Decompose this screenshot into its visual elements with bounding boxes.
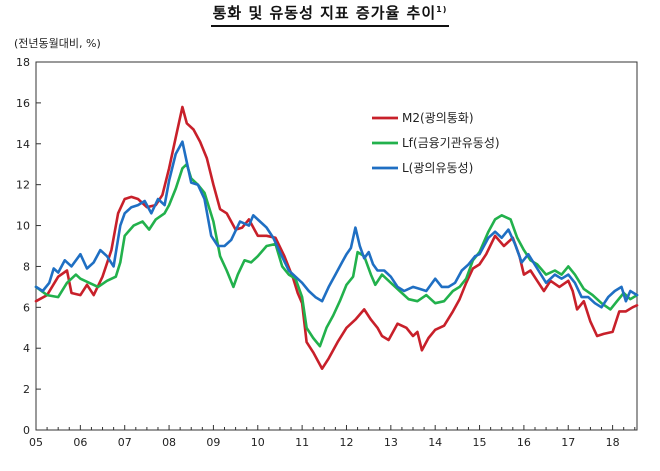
x-tick-label: 16 (517, 436, 531, 449)
y-tick-label: 16 (16, 97, 30, 110)
x-tick-label: 14 (428, 436, 442, 449)
y-tick-label: 10 (16, 220, 30, 233)
y-tick-label: 2 (23, 383, 30, 396)
chart-title-wrap: 통화 및 유동성 지표 증가율 추이1) (0, 2, 660, 27)
series-line-0 (34, 105, 639, 370)
x-tick-label: 10 (251, 436, 265, 449)
y-tick-label: 12 (16, 179, 30, 192)
y-tick-label: 4 (23, 342, 30, 355)
x-tick-label: 12 (339, 436, 353, 449)
x-tick-label: 09 (206, 436, 220, 449)
y-tick-label: 8 (23, 260, 30, 273)
chart-title-note: 1) (436, 5, 448, 14)
legend-label-0: M2(광의통화) (402, 111, 474, 125)
x-tick-label: 18 (606, 436, 620, 449)
legend-label-2: L(광의유동성) (402, 161, 473, 175)
legend-label-1: Lf(금융기관유동성) (402, 136, 500, 150)
x-tick-label: 15 (473, 436, 487, 449)
plot-frame (35, 61, 638, 431)
x-tick-label: 05 (29, 436, 43, 449)
y-tick-label: 18 (16, 56, 30, 69)
x-tick-label: 08 (162, 436, 176, 449)
x-tick-label: 06 (73, 436, 87, 449)
y-tick-label: 0 (23, 424, 30, 437)
y-tick-label: 14 (16, 138, 30, 151)
x-tick-label: 11 (295, 436, 309, 449)
chart-title: 통화 및 유동성 지표 증가율 추이1) (210, 2, 450, 27)
series-line-2 (34, 140, 639, 309)
x-tick-label: 17 (561, 436, 575, 449)
y-tick-label: 6 (23, 301, 30, 314)
series-line-1 (34, 162, 639, 348)
y-axis-unit-label: (전년동월대비, %) (14, 37, 101, 50)
x-tick-label: 13 (384, 436, 398, 449)
chart-title-text: 통화 및 유동성 지표 증가율 추이 (212, 4, 437, 22)
x-tick-label: 07 (118, 436, 132, 449)
